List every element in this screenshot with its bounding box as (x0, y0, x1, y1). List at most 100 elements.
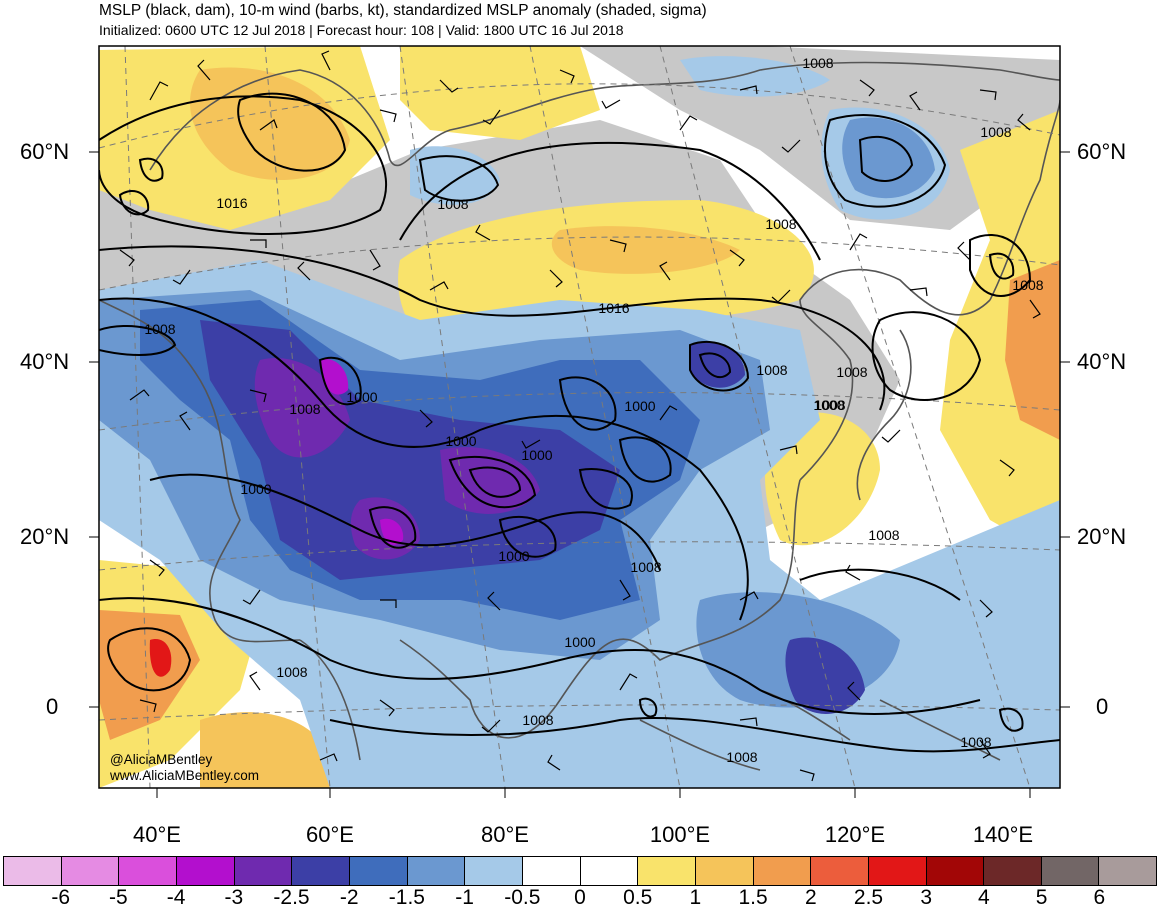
lat-label-right: 20°N (1077, 524, 1127, 549)
map-subtitle: Initialized: 0600 UTC 12 Jul 2018 | Fore… (99, 22, 624, 38)
axis-ticks (89, 151, 1070, 798)
contour-label: 1000 (240, 481, 271, 497)
colorbar-swatch (292, 857, 350, 885)
colorbar-swatch (234, 857, 293, 885)
positive-anomaly-region (149, 639, 172, 677)
contour-label: 1008 (630, 559, 661, 575)
colorbar-tick-label: 4 (978, 886, 990, 909)
colorbar-tick-label: 1 (689, 886, 702, 909)
mslp-contours (99, 92, 1060, 753)
colorbar-tick-label: -3 (224, 886, 244, 909)
colorbar-tick-label: -4 (166, 886, 186, 909)
colorbar-tick-label: -2.5 (273, 886, 310, 909)
contour-label: 1008 (765, 216, 796, 232)
contour-label: 1008 (437, 196, 468, 212)
colorbar-swatch (811, 857, 869, 885)
wind-barbs (119, 50, 1041, 782)
contour-label: 1008 (960, 734, 991, 750)
strong-negative-anomaly (380, 518, 404, 545)
contour-label: 1000 (813, 397, 844, 413)
contour-label: 1008 (836, 364, 867, 380)
lon-label: 120°E (824, 822, 886, 847)
colorbar (3, 856, 1157, 886)
contour-label: 1008 (980, 124, 1011, 140)
lon-label: 140°E (972, 822, 1034, 847)
colorbar-swatch (868, 857, 927, 885)
colorbar-tick-label: 1.5 (738, 886, 768, 909)
lon-label: 60°E (306, 822, 354, 847)
contour-label: 1000 (346, 389, 377, 405)
contour-label: 1008 (814, 397, 845, 413)
contour-label: 1008 (756, 362, 787, 378)
colorbar-swatch (580, 857, 639, 885)
colorbar-tick-label: -5 (109, 886, 128, 909)
colorbar-tick-label: 0 (574, 886, 586, 909)
contour-label: 1008 (726, 749, 757, 765)
lon-label: 40°E (133, 822, 181, 847)
colorbar-swatch (349, 857, 408, 885)
contour-labels: 1008100810081016100810081016100810081000… (144, 55, 1043, 765)
map-title: MSLP (black, dam), 10-m wind (barbs, kt)… (99, 2, 707, 19)
contour-label: 1016 (216, 195, 247, 211)
contour-label: 1016 (598, 300, 629, 316)
contour-label: 1008 (1012, 277, 1043, 293)
lat-label-right: 60°N (1077, 139, 1127, 164)
colorbar-swatch (695, 857, 754, 885)
coastlines (99, 61, 1060, 771)
colorbar-tick-label: 0.5 (623, 886, 653, 909)
colorbar-tick-label: 2 (804, 886, 817, 909)
map-field: 1008100810081016100810081016100810081000… (99, 46, 1060, 788)
colorbar-tick-label: -2 (339, 886, 359, 909)
contour-label: 1000 (445, 433, 476, 449)
contour-label: 1008 (276, 664, 307, 680)
colorbar-tick-label: -6 (51, 886, 71, 909)
graticule (99, 46, 1060, 788)
credit-website: www.AliciaMBentley.com (110, 768, 260, 783)
lat-label-right: 40°N (1077, 349, 1127, 374)
lat-label-left: 0 (46, 694, 59, 719)
colorbar-tick-label: 6 (1093, 886, 1106, 909)
colorbar-swatch (1099, 857, 1157, 885)
colorbar-tick-label: 5 (1035, 886, 1048, 909)
contour-label: 1000 (624, 398, 655, 414)
colorbar-swatch (176, 857, 235, 885)
contour-label: 1000 (521, 447, 552, 463)
lon-label: 80°E (481, 822, 529, 847)
contour-label: 1008 (289, 401, 320, 417)
colorbar-swatch (119, 857, 177, 885)
colorbar-tick-label: 2.5 (853, 886, 884, 909)
negative-anomaly-region (410, 146, 500, 205)
lon-label: 100°E (649, 822, 711, 847)
contour-label: 1008 (868, 527, 899, 543)
contour-label: 1008 (144, 321, 175, 337)
credit-handle: @AliciaMBentley (110, 752, 213, 767)
colorbar-swatch (984, 857, 1042, 885)
colorbar-tick-label: -1 (455, 886, 474, 909)
strong-negative-anomaly (440, 446, 540, 514)
colorbar-tick-label: -1.5 (388, 886, 425, 909)
colorbar-swatch (1041, 857, 1100, 885)
colorbar-swatch (465, 857, 523, 885)
colorbar-swatch (61, 857, 120, 885)
positive-anomaly-region (200, 712, 330, 788)
colorbar-swatch (522, 857, 581, 885)
colorbar-swatch (926, 857, 985, 885)
lat-label-left: 20°N (20, 524, 70, 549)
positive-anomaly-region (400, 46, 600, 140)
colorbar-swatch (753, 857, 812, 885)
positive-anomaly-region (1005, 260, 1060, 440)
colorbar-swatch (638, 857, 696, 885)
contour-label: 1008 (802, 55, 833, 71)
contour-label: 1000 (498, 548, 529, 564)
lat-label-left: 60°N (20, 139, 70, 164)
colorbar-swatch (407, 857, 466, 885)
positive-anomaly-region (190, 67, 350, 180)
strong-negative-anomaly (320, 359, 349, 395)
map-frame (98, 45, 1061, 789)
colorbar-tick-label: -0.5 (504, 886, 541, 909)
lat-label-right: 0 (1096, 694, 1109, 719)
colorbar-swatch (4, 857, 62, 885)
positive-anomaly-region (940, 110, 1060, 560)
contour-label: 1000 (564, 634, 595, 650)
